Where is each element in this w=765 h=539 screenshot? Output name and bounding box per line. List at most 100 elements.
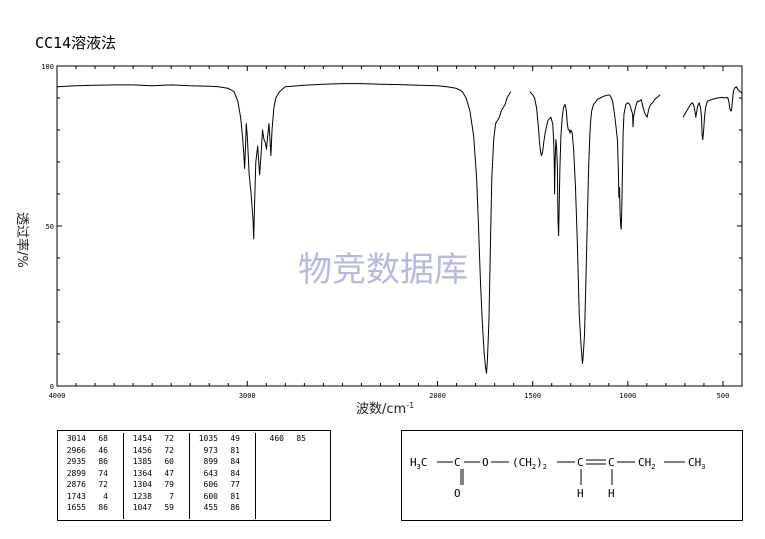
peak-transmittance: 68	[98, 434, 108, 443]
y-tick-label: 100	[41, 63, 54, 71]
peak-transmittance: 4	[103, 491, 108, 501]
peak-wavenumber: 1456	[132, 445, 152, 455]
peak-table-column: 3014 68 2966 46 2935 86 2899 74 2876 72 1743 4 1655 8…	[58, 433, 124, 519]
peak-transmittance: 86	[230, 503, 240, 512]
peak-transmittance: 77	[230, 480, 240, 489]
peak-wavenumber: 455	[203, 503, 218, 512]
structure-ch2-text: CH	[638, 456, 651, 469]
peak-transmittance: 86	[98, 503, 108, 512]
peak-table-row: 2966 46	[58, 445, 123, 457]
peak-table-row: 606 77	[190, 479, 255, 491]
peak-wavenumber: 1304	[132, 480, 152, 489]
peak-table-row: 460 85	[256, 433, 330, 445]
peak-transmittance: 60	[164, 457, 174, 466]
peak-wavenumber: 973	[203, 445, 218, 455]
peak-transmittance: 81	[230, 491, 240, 501]
y-tick-label: 0	[50, 383, 54, 391]
peak-wavenumber: 3014	[66, 434, 86, 443]
peak-transmittance: 72	[98, 480, 108, 489]
peak-table-row: 1456 72	[124, 445, 189, 457]
peak-wavenumber: 643	[203, 468, 218, 478]
x-tick-label: 1000	[619, 392, 636, 400]
peak-wavenumber: 1454	[132, 434, 152, 443]
structure-ch3: CH3	[688, 456, 705, 471]
peak-table-column: 1454 72 1456 72 1385 60 1364 47 1304 79 1238 7 1047 5…	[124, 433, 190, 519]
peak-table-column: 1035 49 973 81 899 84 643 84 606 77 600 81 455 86	[190, 433, 256, 519]
peak-table-row: 2935 86	[58, 456, 123, 468]
spectrum-line-segment	[682, 86, 743, 141]
structure-chain: (CH2)2	[512, 456, 547, 471]
x-tick-label: 1500	[524, 392, 541, 400]
watermark: 物竞数据库	[298, 250, 468, 290]
peak-transmittance: 85	[296, 434, 306, 443]
y-tick-label: 50	[46, 223, 54, 231]
peak-wavenumber: 1743	[66, 491, 86, 501]
peak-table-row: 1304 79	[124, 479, 189, 491]
spectrum-line-segment	[529, 91, 661, 365]
structure-alkene-h2: H	[608, 487, 615, 500]
x-axis-label: 波数/cm-1	[356, 401, 414, 417]
x-tick-label: 2000	[429, 392, 446, 400]
peak-transmittance: 84	[230, 468, 240, 478]
peak-table-row: 2876 72	[58, 479, 123, 491]
structure-ch3-text: CH	[688, 456, 701, 469]
peak-transmittance: 47	[164, 468, 174, 478]
molecular-structure: H3C C O O (CH2)2 C C H H CH2 CH3	[401, 430, 743, 521]
peak-table-row: 1035 49	[190, 433, 255, 445]
axis-tick-labels: 4000 3000 2000 1500 1000 500 0 50 100	[41, 63, 729, 400]
peak-wavenumber: 606	[203, 480, 218, 489]
peak-transmittance: 79	[164, 480, 174, 489]
peak-transmittance: 49	[230, 434, 240, 443]
peak-table-row: 3014 68	[58, 433, 123, 445]
plot-frame	[56, 65, 743, 387]
peak-wavenumber: 1385	[132, 457, 152, 466]
x-axis-label-text: 波数/cm	[356, 402, 406, 417]
peak-wavenumber: 600	[203, 491, 218, 501]
structure-carbonyl-c: C	[454, 456, 461, 469]
peak-transmittance: 59	[164, 503, 174, 512]
ir-spectrum-chart: 4000 3000 2000 1500 1000 500 0 50 100 物竞数据库 波数/c…	[14, 63, 743, 417]
peak-transmittance: 74	[98, 468, 108, 478]
x-tick-label: 500	[717, 392, 730, 400]
structure-ch2-sub: 2	[651, 463, 655, 471]
peak-wavenumber: 1238	[132, 491, 152, 501]
peak-wavenumber: 1655	[66, 503, 86, 512]
peak-wavenumber: 1364	[132, 468, 152, 478]
spectrum-series	[56, 83, 743, 374]
peak-wavenumber: 2899	[66, 468, 86, 478]
x-axis-label-superscript: -1	[406, 401, 414, 410]
peak-transmittance: 46	[98, 445, 108, 455]
structure-ch3-sub: 3	[701, 463, 705, 471]
peak-transmittance: 86	[98, 457, 108, 466]
peak-table: 3014 68 2966 46 2935 86 2899 74 2876 72 1743 4 1655 8…	[57, 430, 331, 521]
peak-table-row: 2899 74	[58, 468, 123, 480]
peak-transmittance: 81	[230, 445, 240, 455]
structure-alkene-c2: C	[608, 456, 615, 469]
structure-chain-sub-h: 2	[532, 463, 536, 471]
structure-c1: C	[421, 456, 428, 469]
structure-chain-close: )	[536, 456, 543, 469]
peak-table-row: 973 81	[190, 445, 255, 457]
peak-table-row: 600 81	[190, 491, 255, 503]
peak-wavenumber: 460	[269, 434, 284, 443]
structure-carbonyl-o: O	[454, 487, 461, 500]
y-axis-label: 透过率/%	[14, 212, 30, 268]
peak-table-row: 1743 4	[58, 491, 123, 503]
structure-h3c-sub: 3	[417, 463, 421, 471]
peak-wavenumber: 2966	[66, 445, 86, 455]
axis-ticks	[56, 65, 743, 387]
peak-wavenumber: 1047	[132, 503, 152, 512]
peak-wavenumber: 1035	[198, 434, 218, 443]
peak-transmittance: 7	[169, 491, 174, 501]
peak-transmittance: 72	[164, 434, 174, 443]
structure-drawing: H3C C O O (CH2)2 C C H H CH2 CH3	[410, 456, 705, 500]
peak-table-row: 899 84	[190, 456, 255, 468]
peak-table-row: 1047 59	[124, 502, 189, 514]
structure-ch2: CH2	[638, 456, 655, 471]
x-tick-label: 4000	[49, 392, 66, 400]
structure-alkene-c1: C	[577, 456, 584, 469]
peak-table-row: 1454 72	[124, 433, 189, 445]
structure-alkene-h1: H	[577, 487, 584, 500]
peak-transmittance: 84	[230, 457, 240, 466]
peak-wavenumber: 2935	[66, 457, 86, 466]
